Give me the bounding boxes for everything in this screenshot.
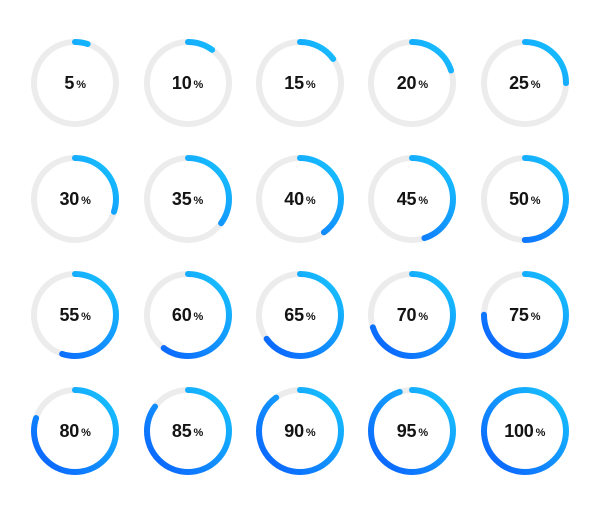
progress-ring: 80% <box>31 387 119 475</box>
progress-ring: 95% <box>368 387 456 475</box>
progress-ring: 50% <box>481 155 569 243</box>
progress-track <box>34 42 116 124</box>
progress-arc <box>484 390 566 472</box>
progress-track <box>147 42 229 124</box>
progress-ring: 70% <box>368 271 456 359</box>
progress-ring: 10% <box>144 39 232 127</box>
progress-ring: 5% <box>31 39 119 127</box>
progress-ring: 35% <box>144 155 232 243</box>
progress-ring-grid: 5% 10% 15% 20% 25% 30% 35% 40% 45% 50% 55% 60% 65% 70… <box>0 0 600 514</box>
progress-ring: 25% <box>481 39 569 127</box>
progress-arc <box>371 390 453 472</box>
progress-ring: 90% <box>256 387 344 475</box>
progress-ring: 40% <box>256 155 344 243</box>
progress-arc <box>259 390 341 472</box>
progress-ring: 30% <box>31 155 119 243</box>
progress-ring: 75% <box>481 271 569 359</box>
progress-ring: 15% <box>256 39 344 127</box>
progress-ring: 45% <box>368 155 456 243</box>
progress-ring: 100% <box>481 387 569 475</box>
progress-ring: 85% <box>144 387 232 475</box>
progress-ring: 65% <box>256 271 344 359</box>
progress-ring: 55% <box>31 271 119 359</box>
progress-ring: 20% <box>368 39 456 127</box>
progress-ring: 60% <box>144 271 232 359</box>
